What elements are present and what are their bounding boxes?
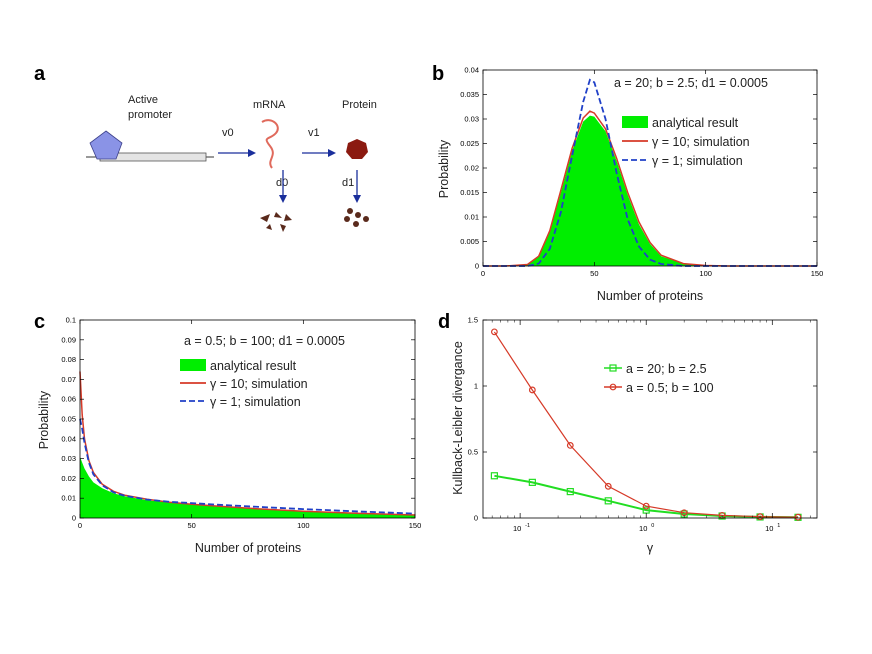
chart-d-ytick-label: 0.5 — [468, 448, 478, 457]
v1-label: v1 — [308, 127, 320, 139]
chart-d-ytick-label: 0 — [474, 514, 478, 523]
chart-c-xlabel: Number of proteins — [195, 541, 301, 555]
chart-d-legend-label: a = 0.5; b = 100 — [626, 381, 714, 395]
chart-b-ytick-label: 0.025 — [460, 139, 479, 148]
panel-label-a: a — [34, 63, 46, 85]
chart-c-ytick-label: 0.04 — [61, 434, 76, 443]
chart-c-frame — [80, 320, 415, 518]
panel-label-d: d — [438, 311, 450, 333]
chart-b-legend-label: γ = 10; simulation — [652, 135, 750, 149]
chart-d-plot: 0 0.5 1 1.5 10 -1 10 0 10 1 — [468, 316, 817, 534]
protein-decay-arrowhead — [353, 195, 361, 203]
chart-c-ylabel: Probability — [37, 390, 51, 449]
panel-label-b: b — [432, 63, 444, 85]
chart-c-ytick-label: 0.01 — [61, 494, 76, 503]
chart-b-frame — [483, 70, 817, 266]
panel-label-c: c — [34, 311, 45, 333]
chart-d-ytick-label: 1.5 — [468, 316, 478, 325]
chart-d-ytick-label: 1 — [474, 382, 478, 391]
chart-b-xtick-label: 50 — [590, 269, 598, 278]
chart-d-series-line-1 — [494, 476, 798, 518]
chart-c-ytick-label: 0.02 — [61, 474, 76, 483]
chart-d-ylabel: Kullback-Leibler divergance — [451, 341, 465, 495]
schematic-panel: Active promoter v0 mRNA d0 v1 Protein d1 — [86, 94, 377, 232]
chart-b-series-gamma1-line — [483, 80, 817, 266]
chart-b-legend-label: analytical result — [652, 116, 739, 130]
chart-c-ytick-label: 0 — [72, 514, 76, 523]
chart-b-xtick-label: 0 — [481, 269, 485, 278]
chart-b-ytick-label: 0.015 — [460, 188, 479, 197]
mrna-label: mRNA — [253, 99, 286, 111]
promoter-pentagon-icon — [90, 131, 122, 159]
chart-b-series-gamma10-line — [483, 111, 817, 266]
chart-b-ytick-label: 0.02 — [464, 164, 479, 173]
chart-d-series-line-2 — [494, 332, 798, 517]
chart-c-xtick-label: 100 — [297, 521, 310, 530]
chart-c-ytick-label: 0.09 — [61, 335, 76, 344]
chart-c-ytick-label: 0.08 — [61, 355, 76, 364]
chart-c-legend-label: γ = 10; simulation — [210, 377, 308, 391]
mrna-fragments-icon — [260, 212, 292, 232]
chart-b-ytick-label: 0 — [475, 262, 479, 271]
chart-d-point-circle — [492, 329, 498, 335]
chart-b-xtick-label: 150 — [811, 269, 824, 278]
chart-b-ytick-label: 0.01 — [464, 213, 479, 222]
protein-heptagon-icon — [346, 139, 368, 159]
chart-d-legend: a = 20; b = 2.5 a = 0.5; b = 100 — [604, 362, 714, 395]
chart-c-xtick-label: 150 — [409, 521, 422, 530]
chart-c-series-gamma10-line — [80, 372, 415, 516]
chart-panel-b: 0 0.005 0.01 0.015 0.02 0.025 0.03 0.035 0.04 0 50… — [437, 66, 823, 304]
chart-b-ytick-label: 0.03 — [464, 115, 479, 124]
chart-b-legend-label: γ = 1; simulation — [652, 154, 743, 168]
chart-b-annotation: a = 20; b = 2.5; d1 = 0.0005 — [614, 76, 768, 90]
chart-c-ytick-label: 0.05 — [61, 415, 76, 424]
chart-c-legend-label: γ = 1; simulation — [210, 395, 301, 409]
figure-canvas: a b c d Active promoter v0 mRNA d0 v1 Pr… — [0, 0, 872, 654]
chart-c-ytick-label: 0.03 — [61, 454, 76, 463]
chart-d-frame — [483, 320, 817, 518]
chart-c-ytick-label: 0.07 — [61, 375, 76, 384]
transcription-arrowhead — [248, 149, 256, 157]
chart-d-legend-label: a = 20; b = 2.5 — [626, 362, 707, 376]
chart-b-legend-swatch-analytical — [622, 116, 648, 128]
chart-d-xtick-label: 10 — [513, 524, 521, 533]
chart-b-ylabel: Probability — [437, 139, 451, 198]
promoter-label-line2: promoter — [128, 109, 172, 121]
chart-d-xtick-exponent: 0 — [651, 523, 654, 529]
d0-label: d0 — [276, 177, 288, 189]
d1-label: d1 — [342, 177, 354, 189]
chart-c-legend: analytical result γ = 10; simulation γ = 1… — [180, 359, 308, 409]
chart-panel-c: 0 0.01 0.02 0.03 0.04 0.05 0.06 0.07 0.08 0.09 0.1… — [37, 316, 421, 556]
chart-d-xtick-exponent: -1 — [525, 523, 530, 529]
chart-c-legend-label: analytical result — [210, 359, 297, 373]
chart-panel-d: 0 0.5 1 1.5 10 -1 10 0 10 1 a = 20; b = 2.5 a = 0.… — [451, 316, 817, 556]
chart-b-xtick-label: 100 — [699, 269, 712, 278]
v0-label: v0 — [222, 127, 234, 139]
chart-c-legend-swatch-analytical — [180, 359, 206, 371]
chart-d-xtick-exponent: 1 — [777, 523, 780, 529]
chart-c-xtick-label: 0 — [78, 521, 82, 530]
chart-d-xlabel: γ — [647, 541, 654, 555]
chart-b-plot: 0 0.005 0.01 0.015 0.02 0.025 0.03 0.035 0.04 0 50… — [460, 66, 823, 279]
chart-b-legend: analytical result γ = 10; simulation γ = 1… — [622, 116, 750, 168]
chart-c-xtick-label: 50 — [187, 521, 195, 530]
mrna-squiggle-icon — [262, 120, 278, 168]
chart-d-xtick-label: 10 — [765, 524, 773, 533]
chart-b-ytick-label: 0.005 — [460, 237, 479, 246]
chart-c-ytick-label: 0.06 — [61, 395, 76, 404]
promoter-label-line1: Active — [128, 94, 158, 106]
chart-b-ytick-label: 0.035 — [460, 90, 479, 99]
chart-c-annotation: a = 0.5; b = 100; d1 = 0.0005 — [184, 334, 345, 348]
chart-c-ytick-label: 0.1 — [66, 316, 76, 325]
chart-d-xtick-label: 10 — [639, 524, 647, 533]
chart-b-ytick-label: 0.04 — [464, 66, 479, 75]
translation-arrowhead — [328, 149, 336, 157]
mrna-decay-arrowhead — [279, 195, 287, 203]
protein-fragments-icon — [344, 208, 369, 227]
protein-label: Protein — [342, 99, 377, 111]
chart-b-xlabel: Number of proteins — [597, 289, 703, 303]
